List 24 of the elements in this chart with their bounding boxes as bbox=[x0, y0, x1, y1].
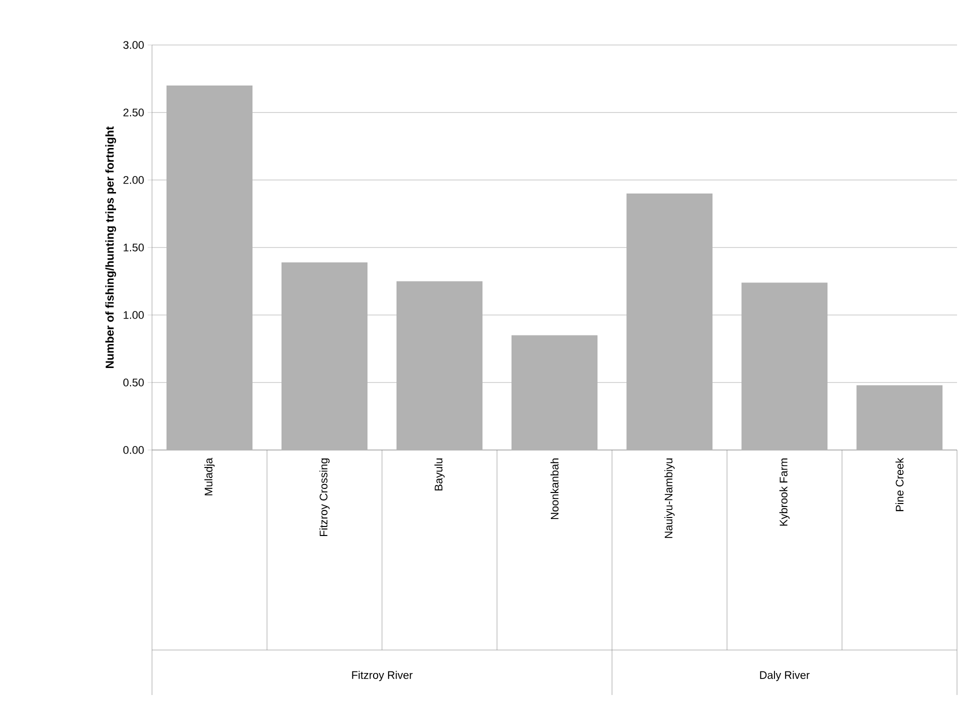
x-tick-label: Fitzroy Crossing bbox=[319, 458, 330, 536]
x-tick-label: Bayulu bbox=[434, 458, 445, 490]
y-tick-label: 2.50 bbox=[123, 108, 144, 116]
y-tick-label: 0.00 bbox=[123, 446, 144, 454]
text: Daly River bbox=[760, 670, 810, 682]
x-tick-label: Pine Creek bbox=[895, 458, 904, 512]
y-tick-label: 1.50 bbox=[124, 244, 144, 252]
y-tick-label: 3.00 bbox=[123, 41, 144, 49]
x-tick-label: Muladja bbox=[204, 458, 215, 496]
bar bbox=[742, 282, 828, 450]
bar bbox=[626, 193, 713, 450]
x-tick-label: Noonkanbah bbox=[550, 458, 559, 520]
bar bbox=[396, 281, 483, 450]
y-tick-label: 2.00 bbox=[123, 176, 144, 184]
x-tick-label: Kybrook Farm bbox=[779, 458, 790, 526]
text: Fitzroy River bbox=[352, 670, 413, 682]
x-tick-label: Nauiyu-Nambiyu bbox=[664, 458, 675, 538]
y-axis-title: Number of fishing/hunting trips per fortnight bbox=[105, 126, 116, 368]
bar bbox=[282, 262, 368, 450]
bar bbox=[856, 385, 943, 450]
bar bbox=[512, 335, 598, 450]
y-tick-label: 0.50 bbox=[123, 378, 144, 386]
y-tick-label: 1.00 bbox=[124, 311, 144, 319]
bar bbox=[166, 85, 253, 450]
